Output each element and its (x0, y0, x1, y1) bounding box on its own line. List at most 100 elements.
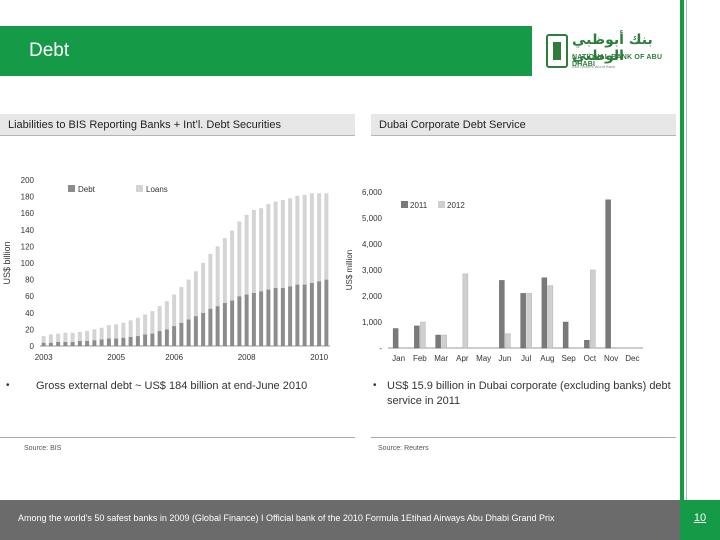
y-tick-label: 5,000 (362, 214, 383, 223)
bar-loans (237, 221, 242, 297)
bar-2011 (392, 328, 399, 349)
bar-debt (99, 339, 104, 346)
right-source: Source: Reuters (378, 445, 429, 452)
bar-loans (280, 199, 285, 288)
bar-loans (164, 301, 169, 330)
bar-debt (280, 287, 285, 346)
bar-loans (317, 193, 322, 282)
y-tick-label: 120 (21, 242, 35, 251)
bar-debt (273, 287, 278, 346)
x-tick-label: Sep (562, 354, 577, 363)
bar-debt (70, 341, 75, 346)
x-tick-label: Jan (392, 354, 405, 363)
bar-loans (222, 238, 227, 303)
bar-loans (288, 198, 293, 287)
bar-loans (215, 246, 220, 307)
bar-2011 (414, 325, 420, 349)
bar-2011 (435, 334, 441, 349)
x-tick-label: Aug (540, 354, 554, 363)
left-bullet-text: Gross external debt ~ US$ 184 billion at… (36, 380, 308, 392)
logo-tagline: Abu Dhabi's World Bank (572, 64, 616, 69)
bar-debt (324, 279, 329, 346)
legend-swatch-loans (136, 185, 143, 192)
right-bullet-marker: • (373, 380, 377, 391)
bar-debt (266, 289, 271, 346)
bar-loans (251, 209, 256, 293)
bar-2012 (441, 334, 447, 349)
bar-loans (128, 320, 133, 337)
y-tick-label: 80 (25, 276, 34, 285)
bar-loans (114, 324, 119, 339)
bar-loans (56, 333, 61, 342)
legend-label-2012: 2012 (447, 201, 465, 210)
bar-loans (48, 334, 53, 343)
bar-debt (41, 342, 46, 346)
bar-debt (106, 338, 111, 346)
bar-debt (77, 341, 82, 346)
bar-loans (259, 208, 264, 292)
x-tick-label: 2010 (310, 353, 328, 362)
y-axis-label: US$ billion (2, 241, 12, 284)
y-axis-label: US$ million (345, 250, 354, 290)
bar-loans (193, 271, 198, 317)
bar-loans (244, 214, 249, 295)
bar-loans (172, 294, 177, 327)
bar-debt (208, 308, 213, 346)
bar-2012 (590, 269, 596, 349)
x-tick-label: Jun (498, 354, 511, 363)
bar-loans (309, 193, 314, 283)
x-tick-label: Nov (604, 354, 618, 363)
y-tick-label: 140 (21, 226, 35, 235)
logo-arabic-text: بنك أبوظبي الوطني (572, 32, 653, 64)
bar-debt (150, 333, 155, 346)
bar-loans (150, 311, 155, 334)
y-tick-label: 60 (25, 292, 34, 301)
legend-swatch-2012 (438, 201, 445, 208)
legend-swatch-2011 (401, 201, 408, 208)
bar-loans (324, 193, 329, 280)
bar-loans (121, 322, 126, 338)
left-divider (0, 437, 355, 438)
bar-loans (92, 329, 97, 341)
bar-debt (63, 341, 68, 346)
bar-loans (135, 317, 140, 337)
bar-loans (201, 263, 206, 313)
bar-2011 (499, 280, 505, 349)
bar-debt (121, 337, 126, 346)
right-accent-rule (680, 0, 684, 500)
y-tick-label: 1,000 (362, 318, 383, 327)
bar-loans (208, 253, 213, 309)
bar-loans (157, 306, 162, 332)
y-tick-label: 100 (21, 259, 35, 268)
y-tick-label: 3,000 (362, 266, 383, 275)
bar-debt (230, 300, 235, 346)
bar-2012 (505, 333, 511, 349)
y-tick-label: 2,000 (362, 292, 383, 301)
footer-bar: Among the world’s 50 safest banks in 200… (0, 500, 720, 540)
right-bullet-text: US$ 15.9 billion in Dubai corporate (exc… (387, 380, 671, 407)
bar-debt (179, 322, 184, 346)
y-tick-label: 4,000 (362, 240, 383, 249)
bar-loans (143, 314, 148, 335)
bar-debt (186, 319, 191, 346)
bar-loans (186, 279, 191, 320)
title-bar: Debt (0, 26, 532, 76)
x-tick-label: 2006 (165, 353, 183, 362)
x-tick-label: Feb (413, 354, 427, 363)
bar-debt (92, 340, 97, 346)
bar-loans (99, 327, 104, 340)
bar-debt (317, 281, 322, 346)
x-tick-label: May (476, 354, 491, 363)
bar-loans (302, 194, 307, 285)
bar-debt (48, 342, 53, 346)
bar-2012 (547, 285, 554, 349)
page-number-box: 10 (680, 500, 720, 540)
slide-title: Debt (29, 40, 70, 61)
left-source: Source: BIS (24, 445, 62, 452)
y-tick-label: 6,000 (362, 188, 383, 197)
bar-debt (288, 286, 293, 346)
bar-debt (244, 294, 249, 346)
bar-debt (302, 284, 307, 346)
x-tick-label: 2005 (107, 353, 125, 362)
bar-debt (164, 329, 169, 346)
